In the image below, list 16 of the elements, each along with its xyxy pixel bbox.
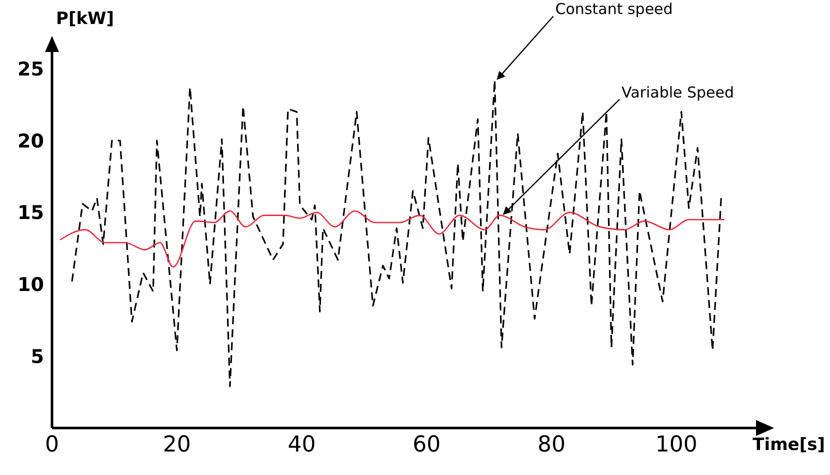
annotation: Variable Speed <box>622 83 734 102</box>
x-axis-title: Time[s] <box>752 435 825 455</box>
line-series <box>59 210 726 268</box>
x-tick-label: 20 <box>162 432 191 458</box>
x-tick-label: 80 <box>537 432 566 458</box>
x-tick-label: 40 <box>288 432 316 458</box>
x-tick-label: 60 <box>412 432 441 458</box>
y-tick-label: 5 <box>30 346 44 368</box>
y-axis-title: P[kW] <box>56 9 114 29</box>
y-tick-label: 15 <box>18 202 44 224</box>
y-tick-label: 25 <box>18 58 44 80</box>
annotation: Constant speed <box>555 0 673 18</box>
x-tick-label: 100 <box>655 432 698 458</box>
x-tick-label: 0 <box>45 432 59 458</box>
y-tick-label: 10 <box>18 274 44 296</box>
y-tick-label: 20 <box>18 130 44 152</box>
